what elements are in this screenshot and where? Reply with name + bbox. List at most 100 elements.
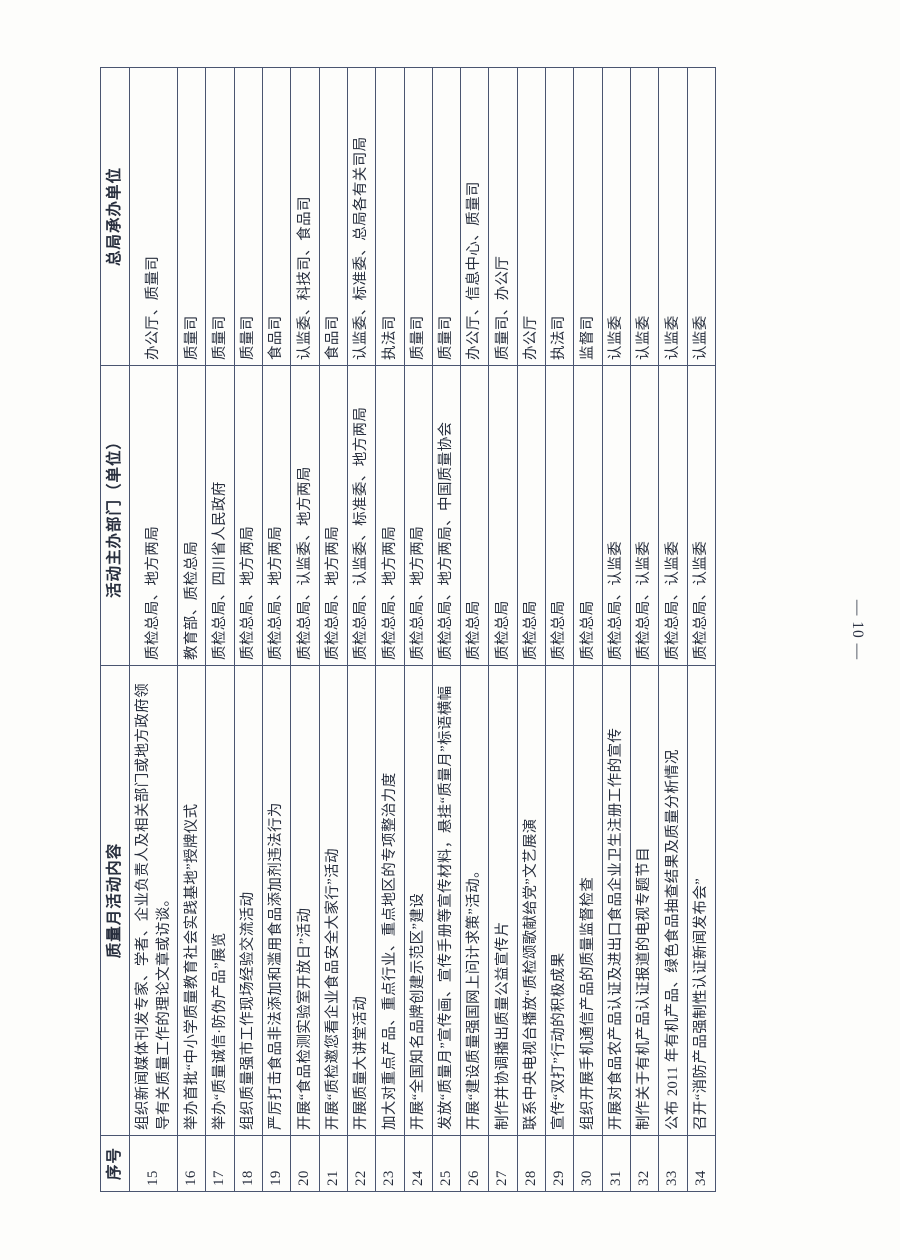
column-header-sequence-number: 序号 xyxy=(100,1135,130,1192)
cell-host-department: 质检总局 xyxy=(545,365,574,666)
cell-host-department: 教育部、质检总局 xyxy=(177,365,206,666)
cell-activity-content: 严厉打击食品非法添加和滥用食品添加剂违法行为 xyxy=(262,665,291,1136)
cell-administration-unit: 认监委 xyxy=(658,67,687,366)
cell-host-department: 质检总局、认监委 xyxy=(630,365,659,666)
table-row: 16 举办首批“中小学质量教育社会实践基地”授牌仪式 教育部、质检总局 质量司 xyxy=(177,67,206,1192)
cell-sequence-number: 18 xyxy=(234,1135,263,1192)
cell-activity-content: 组织质量强市工作现场经验交流活动 xyxy=(234,665,263,1136)
cell-administration-unit: 办公厅、质量司 xyxy=(129,67,178,366)
cell-sequence-number: 27 xyxy=(488,1135,518,1192)
cell-administration-unit: 质量司 xyxy=(205,67,235,366)
cell-administration-unit: 认监委、标准委、总局各有关司局 xyxy=(347,67,376,366)
cell-activity-content: 召开“消防产品强制性认证新闻发布会” xyxy=(687,665,716,1136)
cell-host-department: 质检总局 xyxy=(460,365,489,666)
cell-sequence-number: 22 xyxy=(347,1135,376,1192)
cell-administration-unit: 食品司 xyxy=(262,67,291,366)
cell-activity-content: 组织开展手机通信产品的质量监督检查 xyxy=(573,665,603,1136)
cell-administration-unit: 质量司 xyxy=(234,67,263,366)
cell-host-department: 质检总局、地方两局 xyxy=(129,365,178,666)
column-header-activity-content: 质量月活动内容 xyxy=(100,665,130,1136)
cell-sequence-number: 15 xyxy=(129,1135,178,1192)
cell-host-department: 质检总局、地方两局、中国质量协会 xyxy=(432,365,461,666)
cell-activity-content: 开展质量大讲堂活动 xyxy=(347,665,376,1136)
column-header-administration-unit: 总局承办单位 xyxy=(100,67,130,366)
table-body: 15 组织新闻媒体刊发专家、学者、企业负责人及相关部门或地方政府领导有关质量工作的… xyxy=(129,67,716,1192)
cell-host-department: 质检总局、地方两局 xyxy=(375,365,405,666)
quality-month-activities-table: 序号 质量月活动内容 活动主办部门（单位） 总局承办单位 15 组织新闻媒体刊发专… xyxy=(100,67,716,1192)
page-number: — 10 — xyxy=(849,599,866,661)
table-row: 27 制作并协调播出质量公益宣传片 质检总局 质量司、办公厅 xyxy=(488,67,518,1192)
cell-activity-content: 举办首批“中小学质量教育社会实践基地”授牌仪式 xyxy=(177,665,206,1136)
cell-activity-content: 开展“食品检测实验室开放日”活动 xyxy=(290,665,320,1136)
table-row: 26 开展“建设质量强国网上问计求策”活动。 质检总局 办公厅、信息中心、质量司 xyxy=(460,67,489,1192)
cell-activity-content: 联系中央电视台播放“质检颂歌献给党”文艺展演 xyxy=(517,665,546,1136)
cell-activity-content: 组织新闻媒体刊发专家、学者、企业负责人及相关部门或地方政府领导有关质量工作的理论… xyxy=(129,665,178,1136)
cell-administration-unit: 办公厅 xyxy=(517,67,546,366)
table-header: 序号 质量月活动内容 活动主办部门（单位） 总局承办单位 xyxy=(100,67,130,1192)
table-row: 15 组织新闻媒体刊发专家、学者、企业负责人及相关部门或地方政府领导有关质量工作的… xyxy=(129,67,178,1192)
cell-administration-unit: 认监委 xyxy=(602,67,631,366)
table-row: 32 制作关于有机产品认证报道的电视专题节目 质检总局、认监委 认监委 xyxy=(630,67,659,1192)
table-row: 20 开展“食品检测实验室开放日”活动 质检总局、认监委、地方两局 认监委、科技司、食… xyxy=(290,67,320,1192)
cell-host-department: 质检总局、认监委、地方两局 xyxy=(290,365,320,666)
cell-host-department: 质检总局 xyxy=(488,365,518,666)
cell-sequence-number: 31 xyxy=(602,1135,631,1192)
cell-administration-unit: 质量司 xyxy=(177,67,206,366)
cell-administration-unit: 质量司 xyxy=(404,67,433,366)
table-row: 23 加大对重点产品、重点行业、重点地区的专项整治力度 质检总局、地方两局 执法司 xyxy=(375,67,405,1192)
cell-activity-content: 开展“质检邀您看企业食品安全大家行”活动 xyxy=(319,665,348,1136)
cell-sequence-number: 24 xyxy=(404,1135,433,1192)
cell-sequence-number: 23 xyxy=(375,1135,405,1192)
cell-administration-unit: 监督司 xyxy=(573,67,603,366)
cell-host-department: 质检总局、认监委 xyxy=(687,365,716,666)
cell-activity-content: 制作并协调播出质量公益宣传片 xyxy=(488,665,518,1136)
cell-sequence-number: 21 xyxy=(319,1135,348,1192)
cell-sequence-number: 30 xyxy=(573,1135,603,1192)
cell-activity-content: 开展对食品农产品认证及进出口食品企业卫生注册工作的宣传 xyxy=(602,665,631,1136)
cell-sequence-number: 17 xyxy=(205,1135,235,1192)
table-row: 19 严厉打击食品非法添加和滥用食品添加剂违法行为 质检总局、地方两局 食品司 xyxy=(262,67,291,1192)
cell-activity-content: 开展“建设质量强国网上问计求策”活动。 xyxy=(460,665,489,1136)
table-row: 31 开展对食品农产品认证及进出口食品企业卫生注册工作的宣传 质检总局、认监委 认监委 xyxy=(602,67,631,1192)
cell-sequence-number: 16 xyxy=(177,1135,206,1192)
cell-sequence-number: 32 xyxy=(630,1135,659,1192)
cell-administration-unit: 办公厅、信息中心、质量司 xyxy=(460,67,489,366)
table-row: 22 开展质量大讲堂活动 质检总局、认监委、标准委、地方两局 认监委、标准委、总局各有… xyxy=(347,67,376,1192)
cell-host-department: 质检总局、地方两局 xyxy=(319,365,348,666)
table-row: 18 组织质量强市工作现场经验交流活动 质检总局、地方两局 质量司 xyxy=(234,67,263,1192)
cell-sequence-number: 34 xyxy=(687,1135,716,1192)
column-header-host-department: 活动主办部门（单位） xyxy=(100,365,130,666)
cell-activity-content: 举办“质量诚信·防伪产品”展览 xyxy=(205,665,235,1136)
cell-host-department: 质检总局、认监委 xyxy=(658,365,687,666)
cell-host-department: 质检总局、四川省人民政府 xyxy=(205,365,235,666)
cell-sequence-number: 26 xyxy=(460,1135,489,1192)
cell-host-department: 质检总局、地方两局 xyxy=(404,365,433,666)
cell-activity-content: 开展“全国知名品牌创建示范区”建设 xyxy=(404,665,433,1136)
table-header-row: 序号 质量月活动内容 活动主办部门（单位） 总局承办单位 xyxy=(100,67,130,1192)
cell-sequence-number: 33 xyxy=(658,1135,687,1192)
cell-host-department: 质检总局 xyxy=(573,365,603,666)
table-row: 28 联系中央电视台播放“质检颂歌献给党”文艺展演 质检总局 办公厅 xyxy=(517,67,546,1192)
quality-month-activities-table-rotor: 序号 质量月活动内容 活动主办部门（单位） 总局承办单位 15 组织新闻媒体刊发专… xyxy=(100,67,816,1192)
table-row: 33 公布 2011 年有机产品、绿色食品抽查结果及质量分析情况 质检总局、认监委认… xyxy=(658,67,687,1192)
cell-host-department: 质检总局、认监委、标准委、地方两局 xyxy=(347,365,376,666)
table-row: 25 发放“质量月”宣传画、宣传手册等宣传材料，悬挂“质量月”标语横幅 质检总局、地… xyxy=(432,67,461,1192)
cell-activity-content: 加大对重点产品、重点行业、重点地区的专项整治力度 xyxy=(375,665,405,1136)
cell-administration-unit: 执法司 xyxy=(545,67,574,366)
cell-administration-unit: 认监委 xyxy=(630,67,659,366)
cell-sequence-number: 28 xyxy=(517,1135,546,1192)
cell-sequence-number: 29 xyxy=(545,1135,574,1192)
cell-activity-content: 制作关于有机产品认证报道的电视专题节目 xyxy=(630,665,659,1136)
cell-administration-unit: 食品司 xyxy=(319,67,348,366)
table-row: 24 开展“全国知名品牌创建示范区”建设 质检总局、地方两局 质量司 xyxy=(404,67,433,1192)
cell-host-department: 质检总局、地方两局 xyxy=(262,365,291,666)
cell-administration-unit: 质量司 xyxy=(432,67,461,366)
cell-administration-unit: 执法司 xyxy=(375,67,405,366)
cell-host-department: 质检总局、地方两局 xyxy=(234,365,263,666)
table-row: 29 宣传“双打”行动的积极成果 质检总局 执法司 xyxy=(545,67,574,1192)
table-row: 21 开展“质检邀您看企业食品安全大家行”活动 质检总局、地方两局 食品司 xyxy=(319,67,348,1192)
cell-administration-unit: 质量司、办公厅 xyxy=(488,67,518,366)
cell-sequence-number: 25 xyxy=(432,1135,461,1192)
cell-sequence-number: 19 xyxy=(262,1135,291,1192)
table-row: 17 举办“质量诚信·防伪产品”展览 质检总局、四川省人民政府 质量司 xyxy=(205,67,235,1192)
